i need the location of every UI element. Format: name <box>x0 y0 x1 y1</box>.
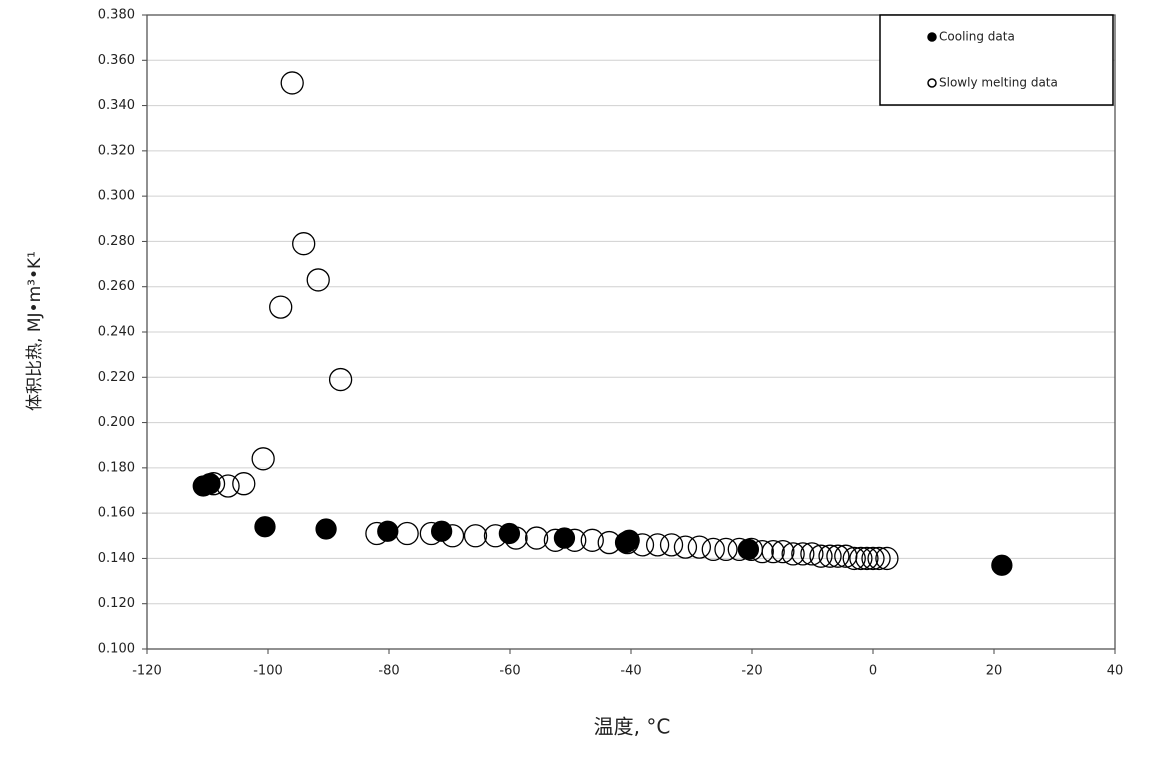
data-point <box>659 533 684 557</box>
data-point <box>842 546 866 571</box>
data-point <box>714 537 738 562</box>
y-tick-label: 0.240 <box>98 325 135 340</box>
data-point <box>498 522 521 545</box>
y-tick-label: 0.340 <box>98 98 135 113</box>
data-point <box>430 520 453 542</box>
data-point <box>771 539 795 564</box>
data-point <box>315 518 337 540</box>
x-tick-label: 20 <box>986 664 1003 679</box>
data-point <box>254 516 276 538</box>
data-point <box>761 539 785 564</box>
y-tick-label: 0.140 <box>98 551 135 566</box>
x-tick-label: -20 <box>741 664 762 679</box>
y-tick-label: 0.280 <box>98 234 135 249</box>
data-point <box>216 474 240 498</box>
plot-frame <box>146 14 1116 650</box>
y-tick-label: 0.220 <box>98 370 135 385</box>
legend-label: Slowly melting data <box>939 76 1058 90</box>
data-point <box>553 527 576 549</box>
x-tick-label: 0 <box>869 664 877 679</box>
data-point <box>395 521 419 546</box>
y-tick-label: 0.380 <box>98 8 135 23</box>
y-tick-label: 0.360 <box>98 53 135 68</box>
y-tick-label: 0.260 <box>98 279 135 294</box>
y-tick-label: 0.320 <box>98 143 135 158</box>
y-tick-label: 0.100 <box>98 642 135 657</box>
data-point <box>645 533 670 557</box>
data-point <box>618 529 640 551</box>
data-point <box>463 524 488 548</box>
y-tick-label: 0.300 <box>98 189 135 204</box>
x-tick-label: -80 <box>378 664 399 679</box>
data-point <box>377 520 399 542</box>
data-point <box>328 367 353 392</box>
legend-marker <box>927 32 937 42</box>
legend-box <box>879 14 1114 106</box>
data-point <box>849 546 873 571</box>
x-tick-label: -100 <box>253 664 283 679</box>
y-axis-title: 体积比热, MJ•m³•K¹ <box>25 251 45 411</box>
data-point <box>687 535 712 559</box>
data-point <box>791 542 815 566</box>
data-point <box>991 554 1013 576</box>
data-point <box>701 537 725 562</box>
x-tick-label: 40 <box>1107 664 1124 679</box>
data-point <box>292 232 316 256</box>
data-point <box>269 295 293 319</box>
x-axis-title: 温度, °C <box>594 715 671 739</box>
y-tick-label: 0.120 <box>98 596 135 611</box>
data-point <box>199 473 221 495</box>
data-point <box>867 546 891 571</box>
data-point <box>875 546 899 571</box>
data-point <box>809 544 833 568</box>
data-point <box>306 268 330 292</box>
data-point <box>818 544 842 568</box>
data-point <box>580 528 604 552</box>
data-point <box>826 544 850 568</box>
data-point <box>781 542 805 566</box>
data-point <box>855 546 879 571</box>
x-tick-label: -120 <box>132 664 162 679</box>
data-point <box>800 542 824 566</box>
data-point <box>737 538 760 561</box>
legend-label: Cooling data <box>939 30 1015 44</box>
y-tick-label: 0.180 <box>98 460 135 475</box>
data-point <box>673 535 698 559</box>
data-point <box>524 526 549 550</box>
legend-marker <box>927 78 937 88</box>
data-point <box>861 546 885 571</box>
data-point <box>232 472 256 496</box>
y-tick-label: 0.200 <box>98 415 135 430</box>
y-tick-label: 0.160 <box>98 506 135 521</box>
data-point <box>251 447 275 471</box>
x-tick-label: -60 <box>499 664 520 679</box>
x-tick-label: -40 <box>620 664 641 679</box>
data-point <box>280 71 304 95</box>
